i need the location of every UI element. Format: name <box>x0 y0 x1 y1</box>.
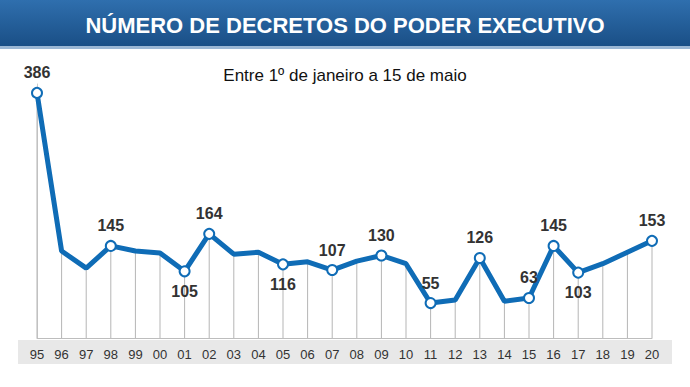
svg-text:107: 107 <box>319 242 346 259</box>
svg-text:98: 98 <box>104 347 118 362</box>
svg-text:386: 386 <box>24 64 51 81</box>
svg-text:96: 96 <box>54 347 68 362</box>
svg-text:NÚMERO DE DECRETOS DO PODER EX: NÚMERO DE DECRETOS DO PODER EXECUTIVO <box>85 13 604 38</box>
svg-text:145: 145 <box>97 217 124 234</box>
svg-text:07: 07 <box>325 347 339 362</box>
svg-text:95: 95 <box>30 347 44 362</box>
svg-text:97: 97 <box>79 347 93 362</box>
svg-text:153: 153 <box>639 212 666 229</box>
svg-text:63: 63 <box>520 269 538 286</box>
svg-text:06: 06 <box>300 347 314 362</box>
svg-text:164: 164 <box>196 205 223 222</box>
svg-text:130: 130 <box>368 227 395 244</box>
svg-text:103: 103 <box>565 284 592 301</box>
svg-text:19: 19 <box>620 347 634 362</box>
svg-text:126: 126 <box>466 229 493 246</box>
svg-text:02: 02 <box>202 347 216 362</box>
svg-text:55: 55 <box>422 275 440 292</box>
svg-text:15: 15 <box>522 347 536 362</box>
svg-text:00: 00 <box>153 347 167 362</box>
svg-text:17: 17 <box>571 347 585 362</box>
svg-text:05: 05 <box>276 347 290 362</box>
svg-text:13: 13 <box>473 347 487 362</box>
svg-text:99: 99 <box>128 347 142 362</box>
svg-text:14: 14 <box>497 347 511 362</box>
svg-text:116: 116 <box>270 276 296 293</box>
svg-text:16: 16 <box>546 347 560 362</box>
svg-text:145: 145 <box>540 217 567 234</box>
svg-text:08: 08 <box>350 347 364 362</box>
svg-text:105: 105 <box>171 283 198 300</box>
svg-text:12: 12 <box>448 347 462 362</box>
svg-text:Entre 1º de janeiro a 15 de ma: Entre 1º de janeiro a 15 de maio <box>223 66 466 85</box>
svg-text:04: 04 <box>251 347 265 362</box>
svg-text:10: 10 <box>399 347 413 362</box>
svg-text:09: 09 <box>374 347 388 362</box>
svg-text:01: 01 <box>177 347 191 362</box>
svg-text:20: 20 <box>645 347 659 362</box>
svg-text:03: 03 <box>227 347 241 362</box>
svg-text:11: 11 <box>424 347 438 362</box>
svg-text:18: 18 <box>596 347 610 362</box>
